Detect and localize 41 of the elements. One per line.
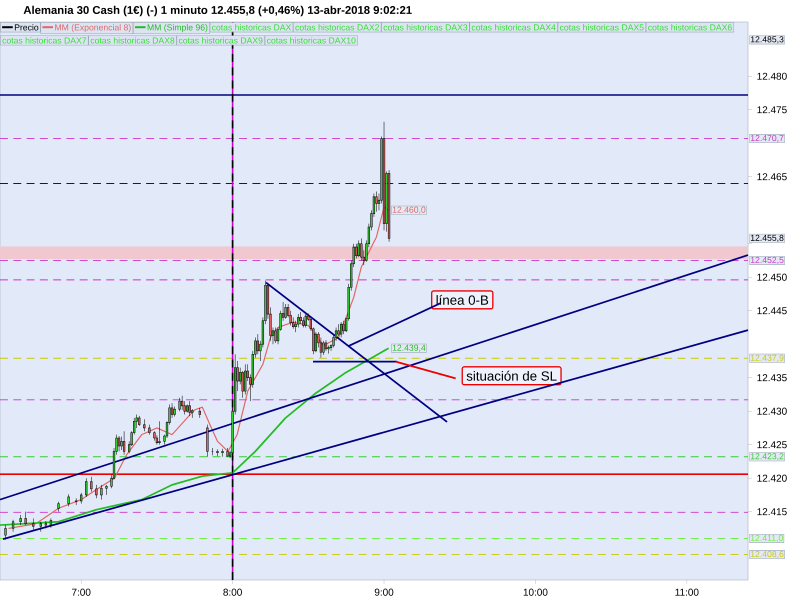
y-tick-label: 12.465 — [757, 173, 787, 180]
y-tick-label: 12.480 — [757, 72, 787, 80]
legend-label: MM (Exponencial 8) — [55, 24, 131, 32]
y-tick-label: 12.445 — [757, 307, 787, 314]
annotation: cotas historicas DAX5 — [560, 24, 644, 30]
annotation: cotas historicas DAX — [212, 24, 292, 30]
ref-line-label: 12.423,2 — [750, 453, 784, 460]
annotation: cotas historicas DAX3 — [384, 24, 468, 30]
chart-title: Alemania 30 Cash (1€) (-) 1 minuto 12.455,8 (+0,46%) 13-abr-2018 9:02:21 — [24, 6, 412, 16]
x-tick-label: 10:00 — [524, 588, 548, 596]
ref-line-label: 12.452,5 — [750, 256, 784, 264]
x-tick-label: 7:00 — [72, 588, 90, 596]
annotation: cotas historicas DAX10 — [267, 37, 356, 44]
y-tick-label: 12.420 — [757, 474, 787, 482]
x-tick-label: 8:00 — [223, 588, 242, 596]
y-tick-label: 12.435 — [757, 374, 787, 382]
y-tick-label: 12.415 — [757, 508, 787, 516]
x-tick-label: 11:00 — [675, 588, 699, 596]
annotation: cotas historicas DAX8 — [90, 37, 174, 44]
annotation: cotas historicas DAX2 — [295, 24, 380, 30]
annotation: línea 0-B — [436, 294, 488, 305]
annotation: cotas historicas DAX7 — [2, 37, 86, 44]
text: 12.455,8 — [750, 234, 784, 242]
annotation: cotas historicas DAX6 — [648, 24, 732, 30]
annotation: cotas historicas DAX4 — [472, 24, 556, 30]
legend-label: MM (Simple 96) — [148, 24, 208, 32]
ref-line-label: 12.408,6 — [750, 550, 784, 558]
data-label: 12.439,4 — [392, 344, 426, 352]
y-tick-label: 12.475 — [757, 106, 787, 114]
y-tick-label: 12.425 — [757, 441, 787, 448]
y-tick-label: 12.450 — [757, 274, 787, 281]
annotation: cotas historicas DAX9 — [178, 37, 263, 44]
text: 12.485,3 — [750, 36, 784, 44]
data-label: 12.460,0 — [392, 206, 426, 214]
y-tick-label: 12.430 — [757, 408, 787, 415]
annotation: situación de SL — [466, 370, 557, 381]
x-tick-label: 9:00 — [374, 588, 394, 596]
legend-label: Precio — [14, 24, 38, 30]
ref-line-label: 12.437,9 — [750, 354, 784, 362]
ref-line-label: 12.470,7 — [750, 134, 784, 142]
ref-line-label: 12.411,0 — [750, 534, 783, 542]
